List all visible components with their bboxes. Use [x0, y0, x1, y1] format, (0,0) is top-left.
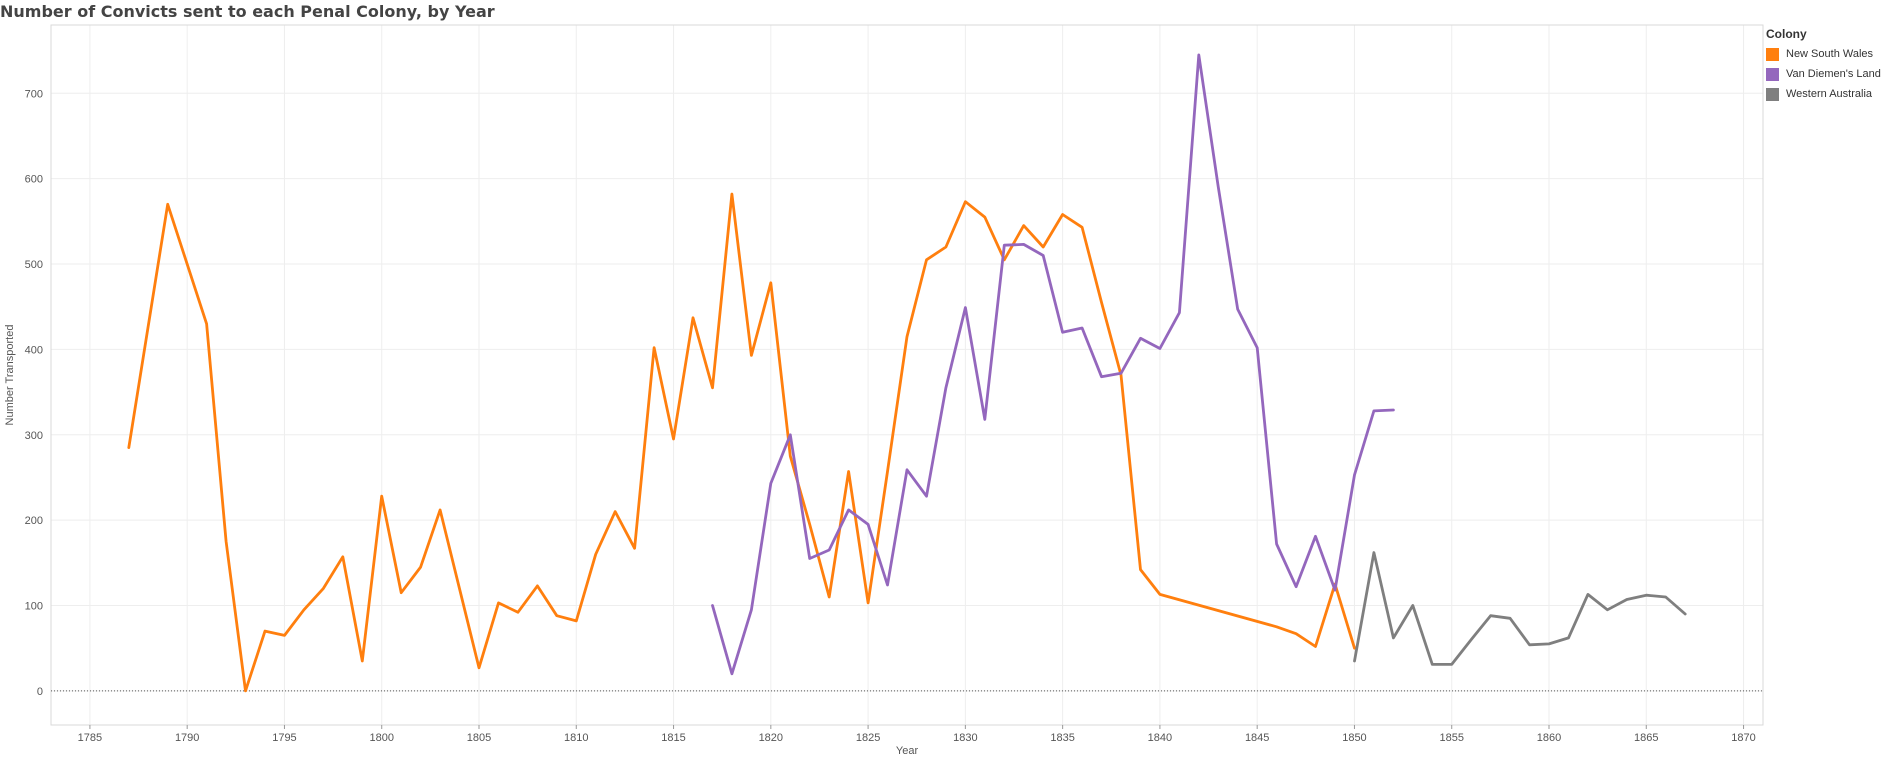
- x-tick-label: 1840: [1148, 732, 1172, 744]
- x-tick-label: 1800: [369, 732, 393, 744]
- series-line-western-australia: [1353, 551, 1687, 666]
- plot-frame: [50, 24, 1764, 726]
- x-tick-label: 1845: [1245, 732, 1269, 744]
- y-tick-label: 600: [25, 174, 43, 186]
- legend-label: Van Diemen's Land: [1786, 68, 1881, 80]
- x-tick-label: 1855: [1439, 732, 1463, 744]
- legend-swatch: [1766, 87, 1779, 101]
- x-tick-label: 1790: [175, 732, 199, 744]
- y-tick-label: 100: [25, 600, 43, 612]
- x-tick-label: 1870: [1731, 732, 1755, 744]
- x-tick-label: 1785: [78, 732, 102, 744]
- x-tick-label: 1865: [1634, 732, 1658, 744]
- legend-swatch: [1766, 47, 1779, 61]
- legend-item-van-diemen-s-land[interactable]: Van Diemen's Land: [1766, 64, 1881, 84]
- y-tick-label: 300: [25, 430, 43, 442]
- series-line-van-diemen-s-land: [711, 53, 1395, 676]
- y-tick-label: 0: [37, 686, 43, 698]
- x-tick-label: 1860: [1537, 732, 1561, 744]
- series-layer: [127, 53, 1687, 693]
- y-axis: 0 100 200 300 400 500 600 700: [25, 88, 43, 698]
- y-tick-label: 400: [25, 344, 43, 356]
- chart-title: Number of Convicts sent to each Penal Co…: [0, 2, 495, 21]
- legend-items: New South Wales Van Diemen's Land Western …: [1766, 44, 1881, 104]
- x-tick-label: 1825: [856, 732, 880, 744]
- legend-item-western-australia[interactable]: Western Australia: [1766, 84, 1881, 104]
- legend-label: New South Wales: [1786, 48, 1874, 60]
- y-tick-label: 700: [25, 88, 43, 100]
- y-axis-label: Number Transported: [4, 325, 16, 426]
- x-tick-label: 1820: [759, 732, 783, 744]
- x-tick-label: 1805: [467, 732, 491, 744]
- y-tick-label: 200: [25, 515, 43, 527]
- y-tick-label: 500: [25, 259, 43, 271]
- x-tick-label: 1815: [661, 732, 685, 744]
- legend-swatch: [1766, 67, 1779, 81]
- legend-title: Colony: [1766, 27, 1807, 41]
- x-tick-label: 1835: [1050, 732, 1074, 744]
- legend-label: Western Australia: [1786, 88, 1873, 100]
- x-tick-label: 1810: [564, 732, 588, 744]
- x-axis-label: Year: [896, 745, 919, 757]
- x-tick-label: 1830: [953, 732, 977, 744]
- grid: [51, 25, 1763, 725]
- legend-item-new-south-wales[interactable]: New South Wales: [1766, 44, 1881, 64]
- legend: Colony New South Wales Van Diemen's Land W…: [1766, 27, 1881, 104]
- x-tick-label: 1850: [1342, 732, 1366, 744]
- x-axis: 1785 1790 1795 1800 1805 1810 1815 1820 1825 1830…: [78, 725, 1756, 744]
- series-line-new-south-wales: [127, 192, 1356, 693]
- x-tick-label: 1795: [272, 732, 296, 744]
